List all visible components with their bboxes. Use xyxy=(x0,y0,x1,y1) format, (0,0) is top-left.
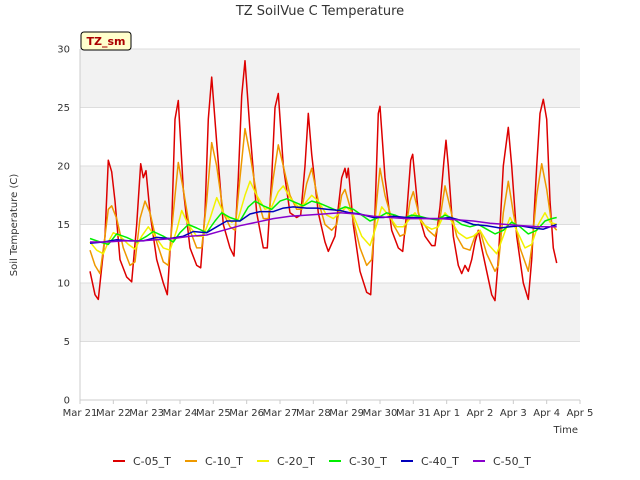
y-tick-label: 15 xyxy=(57,220,70,231)
legend-label-c-05_t: C-05_T xyxy=(133,455,171,468)
series-line-c-40_t xyxy=(89,206,557,244)
y-tick-label: 0 xyxy=(64,396,70,407)
y-axis-label: Soil Temperature (C) xyxy=(9,174,20,277)
x-tick-label: Mar 22 xyxy=(96,408,131,419)
legend-label-c-30_t: C-30_T xyxy=(349,455,387,468)
plot-band xyxy=(80,283,580,342)
plot-band xyxy=(80,49,580,108)
x-tick-label: Apr 4 xyxy=(533,408,560,419)
x-tick-label: Apr 2 xyxy=(467,408,494,419)
x-tick-label: Apr 5 xyxy=(567,408,594,419)
y-tick-label: 20 xyxy=(57,162,70,173)
series-line-c-50_t xyxy=(90,212,557,243)
x-tick-label: Mar 24 xyxy=(163,408,198,419)
legend-label-c-10_t: C-10_T xyxy=(205,455,243,468)
y-tick-label: 5 xyxy=(64,337,70,348)
site-label: TZ_sm xyxy=(87,35,126,48)
x-tick-label: Mar 27 xyxy=(263,408,298,419)
y-tick-label: 10 xyxy=(57,279,70,290)
x-tick-label: Apr 1 xyxy=(433,408,460,419)
axes xyxy=(79,49,580,401)
x-tick-label: Mar 28 xyxy=(296,408,331,419)
x-tick-label: Mar 26 xyxy=(229,408,264,419)
plot-band xyxy=(80,166,580,225)
site-label-badge: TZ_sm xyxy=(80,31,132,51)
y-tick-labels: 0 5 10 15 20 25 30 xyxy=(57,45,70,407)
legend: C-05_T C-10_T C-20_T C-30_T C-40_T C-50_T xyxy=(113,455,531,468)
legend-label-c-40_t: C-40_T xyxy=(421,455,459,468)
series-lines xyxy=(89,59,558,302)
x-tick-label: Mar 21 xyxy=(63,408,98,419)
x-tick-label: Apr 3 xyxy=(500,408,527,419)
legend-label-c-20_t: C-20_T xyxy=(277,455,315,468)
x-tick-label: Mar 30 xyxy=(363,408,398,419)
x-tick-label: Mar 25 xyxy=(196,408,231,419)
y-tick-label: 30 xyxy=(57,45,70,56)
y-tick-label: 25 xyxy=(57,103,70,114)
chart-title: TZ SoilVue C Temperature xyxy=(235,4,404,19)
x-axis-label: Time xyxy=(553,425,578,436)
series-line-c-20_t xyxy=(89,180,557,255)
x-tick-label: Mar 29 xyxy=(329,408,364,419)
legend-label-c-50_t: C-50_T xyxy=(493,455,531,468)
x-tick-label: Mar 23 xyxy=(129,408,164,419)
x-tick-label: Mar 31 xyxy=(396,408,431,419)
